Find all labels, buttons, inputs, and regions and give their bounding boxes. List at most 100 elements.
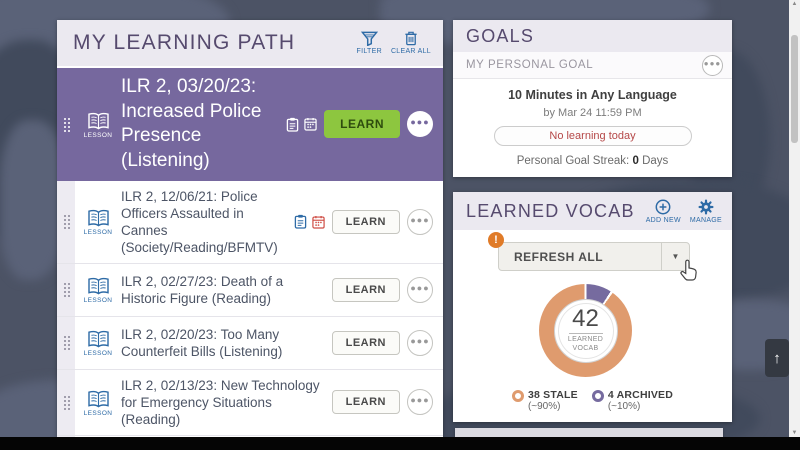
filter-button[interactable]: FILTER [357, 31, 382, 55]
legend-entry: 4 ARCHIVED (~10%) [591, 389, 674, 412]
lesson-doc-icons [294, 214, 325, 229]
more-options-button[interactable]: ●●● [407, 329, 433, 356]
open-book-icon [87, 210, 109, 227]
add-new-button[interactable]: ADD NEW [646, 199, 681, 224]
goal-description: 10 Minutes in Any Language [508, 88, 677, 102]
lesson-row[interactable]: LESSON ILR 2, 02/06/23: Time for King Ca… [57, 435, 443, 437]
lesson-tag: LESSON [83, 409, 113, 417]
goals-body: 10 Minutes in Any Language by Mar 24 11:… [453, 79, 732, 167]
goals-panel: GOALS MY PERSONAL GOAL ●●● 10 Minutes in… [453, 20, 732, 177]
drag-handle[interactable] [57, 316, 75, 369]
legend-text: 38 STALE (~90%) [527, 389, 578, 412]
refresh-all-button[interactable]: REFRESH ALL ▼ [498, 242, 690, 271]
divider [568, 333, 603, 335]
calendar-icon[interactable] [304, 117, 317, 132]
scrollbar-thumb[interactable] [791, 35, 798, 143]
lesson-row[interactable]: LESSON ILR 2, 03/20/23: Increased Police… [57, 68, 443, 181]
lesson-tag: LESSON [83, 229, 113, 237]
goal-deadline: by Mar 24 11:59 PM [543, 107, 642, 119]
more-options-button[interactable]: ●●● [407, 111, 433, 138]
lesson-title: ILR 2, 02/13/23: New Technology for Emer… [121, 377, 320, 427]
goals-title: GOALS [466, 25, 535, 46]
learned-vocab-panel: LEARNED VOCAB ADD NEW MANAGE REFRESH ALL… [453, 192, 732, 422]
scrollbar-down-arrow[interactable]: ▼ [791, 430, 798, 436]
lesson-badge: LESSON [75, 207, 121, 236]
lesson-badge: LESSON [75, 110, 121, 139]
lesson-actions: LEARN ●●● [331, 329, 443, 356]
lesson-badge: LESSON [75, 328, 121, 357]
learn-button[interactable]: LEARN [324, 110, 400, 139]
lesson-row[interactable]: LESSON ILR 2, 02/20/23: Too Many Counter… [57, 316, 443, 370]
learning-path-header: MY LEARNING PATH FILTER CLEAR ALL [57, 20, 443, 68]
goal-options-button[interactable]: ●●● [702, 54, 723, 76]
legend-text: 4 ARCHIVED (~10%) [607, 389, 674, 412]
lesson-title: ILR 2, 03/20/23: Increased Police Presen… [121, 76, 262, 172]
learn-button[interactable]: LEARN [331, 209, 400, 234]
warning-badge-icon: ! [488, 232, 504, 248]
drag-dots-icon [62, 116, 70, 132]
lesson-tag: LESSON [83, 350, 113, 358]
learn-button[interactable]: LEARN [331, 390, 400, 415]
ellipsis-icon: ●●● [410, 395, 430, 406]
lesson-actions: LEARN ●●● [294, 208, 443, 235]
learning-path-panel: MY LEARNING PATH FILTER CLEAR ALL LESSON… [57, 20, 443, 437]
ellipsis-icon: ●●● [410, 282, 430, 293]
calendar-icon[interactable] [311, 215, 325, 229]
trash-icon [405, 31, 417, 46]
dropdown-arrow-icon[interactable]: ▼ [661, 243, 689, 270]
more-options-button[interactable]: ●●● [407, 389, 433, 416]
learned-vocab-header: LEARNED VOCAB ADD NEW MANAGE [453, 192, 732, 230]
more-options-button[interactable]: ●●● [407, 208, 433, 235]
ellipsis-icon: ●●● [410, 214, 430, 225]
legend-entry: 38 STALE (~90%) [511, 389, 578, 412]
clear-all-button[interactable]: CLEAR ALL [391, 31, 431, 55]
streak-value: 0 [632, 155, 639, 167]
open-book-icon [87, 112, 109, 130]
next-panel-peek [455, 428, 723, 437]
notes-icon[interactable] [286, 117, 299, 132]
lesson-tag: LESSON [83, 131, 113, 139]
notes-icon[interactable] [294, 214, 307, 229]
lesson-actions: LEARN ●●● [286, 110, 443, 139]
lesson-title: ILR 2, 02/27/23: Death of a Historic Fig… [121, 273, 284, 306]
open-book-icon [87, 331, 109, 348]
vocab-count: 42 [572, 305, 599, 333]
lesson-title: ILR 2, 02/20/23: Too Many Counterfeit Bi… [121, 326, 283, 359]
gear-icon [698, 199, 714, 214]
refresh-all-wrap: REFRESH ALL ▼ ! [488, 232, 690, 271]
drag-handle[interactable] [57, 435, 75, 437]
lesson-title: ILR 2, 12/06/21: Police Officers Assault… [121, 188, 278, 255]
lesson-row[interactable]: LESSON ILR 2, 02/13/23: New Technology f… [57, 369, 443, 436]
lesson-tag: LESSON [83, 297, 113, 305]
drag-handle[interactable] [57, 263, 75, 316]
scrollbar-up-arrow[interactable]: ▲ [791, 1, 798, 7]
filter-icon [360, 31, 378, 46]
open-book-icon [87, 278, 109, 295]
ellipsis-icon: ●●● [703, 58, 722, 68]
drag-handle[interactable] [57, 68, 75, 181]
lesson-row[interactable]: LESSON ILR 2, 12/06/21: Police Officers … [57, 180, 443, 264]
drag-dots-icon [62, 335, 70, 351]
ellipsis-icon: ●●● [410, 117, 430, 128]
goals-header: GOALS [453, 20, 732, 52]
learn-button[interactable]: LEARN [331, 330, 400, 355]
learn-button[interactable]: LEARN [331, 277, 400, 302]
manage-button[interactable]: MANAGE [690, 199, 722, 224]
more-options-button[interactable]: ●●● [407, 276, 433, 303]
legend-ring-icon [511, 390, 524, 402]
drag-handle[interactable] [57, 180, 75, 263]
page-scrollbar[interactable]: ▲ ▼ [789, 0, 800, 437]
lesson-actions: LEARN ●●● [331, 276, 443, 303]
lesson-list: LESSON ILR 2, 03/20/23: Increased Police… [57, 68, 443, 437]
goal-streak: Personal Goal Streak: 0 Days [516, 155, 669, 167]
lesson-actions: LEARN ●●● [331, 389, 443, 416]
scroll-to-top-button[interactable]: ↑ [765, 339, 789, 377]
vocab-donut: 42 LEARNED VOCAB [539, 284, 632, 377]
lesson-row[interactable]: LESSON ILR 2, 02/27/23: Death of a Histo… [57, 263, 443, 317]
ellipsis-icon: ●●● [410, 335, 430, 346]
vocab-center-label: LEARNED VOCAB [567, 336, 604, 352]
legend-ring-icon [591, 390, 604, 402]
goal-language: Any Language [590, 88, 677, 102]
drag-handle[interactable] [57, 369, 75, 435]
